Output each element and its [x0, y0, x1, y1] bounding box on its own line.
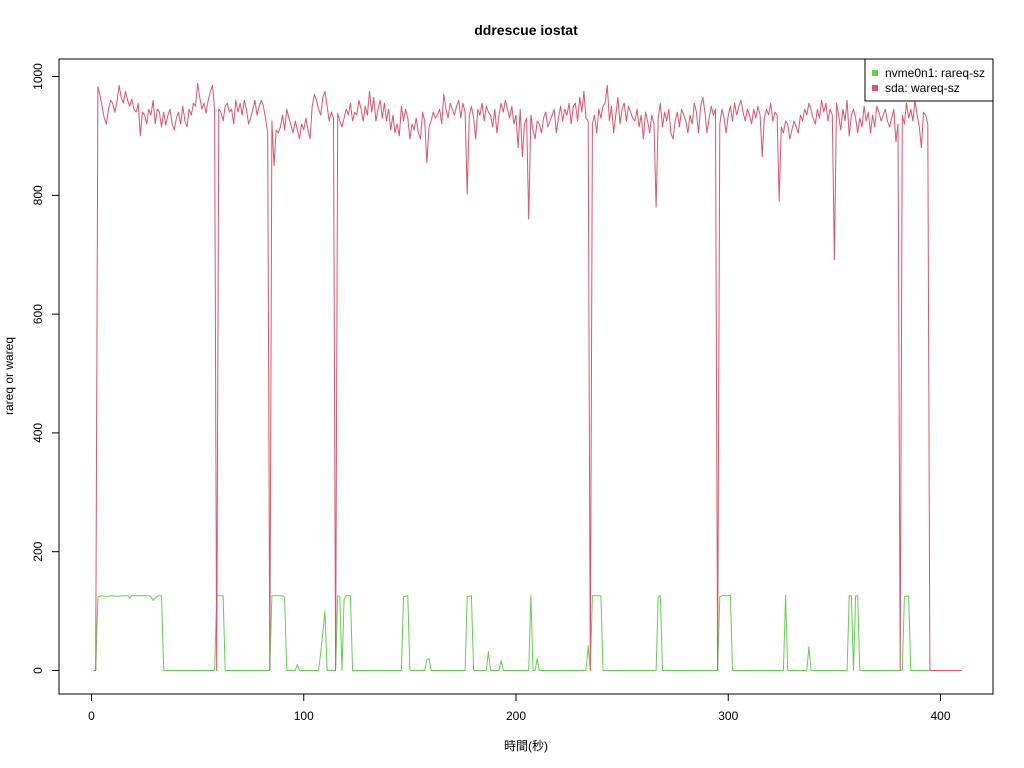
y-tick-label: 1000 — [31, 63, 45, 90]
series-line-sda — [93, 83, 962, 671]
legend-label-nvme0n1: nvme0n1: rareq-sz — [885, 66, 985, 80]
legend-swatch-nvme0n1 — [872, 70, 878, 76]
legend: nvme0n1: rareq-sz sda: wareq-sz — [864, 58, 994, 102]
x-tick-label: 300 — [718, 709, 738, 723]
x-tick-label: 100 — [294, 709, 314, 723]
series-line-nvme0n1 — [93, 594, 962, 671]
y-tick-label: 800 — [31, 185, 45, 205]
legend-label-sda: sda: wareq-sz — [885, 81, 960, 95]
y-tick-label: 0 — [31, 667, 45, 674]
legend-box — [864, 58, 994, 102]
x-tick-label: 200 — [506, 709, 526, 723]
x-axis-label: 時間(秒) — [504, 739, 548, 753]
y-axis: 0 200 400 600 800 1000 — [31, 63, 60, 674]
chart-title: ddrescue iostat — [474, 22, 578, 38]
series-layer — [93, 83, 962, 671]
y-tick-label: 400 — [31, 423, 45, 443]
y-tick-label: 600 — [31, 304, 45, 324]
legend-swatch-sda — [872, 85, 878, 91]
x-axis: 0 100 200 300 400 — [88, 693, 951, 723]
y-axis-label: rareq or wareq — [2, 337, 16, 415]
plot-frame — [58, 58, 994, 695]
x-tick-label: 400 — [930, 709, 950, 723]
y-tick-label: 200 — [31, 541, 45, 561]
x-tick-label: 0 — [88, 709, 95, 723]
